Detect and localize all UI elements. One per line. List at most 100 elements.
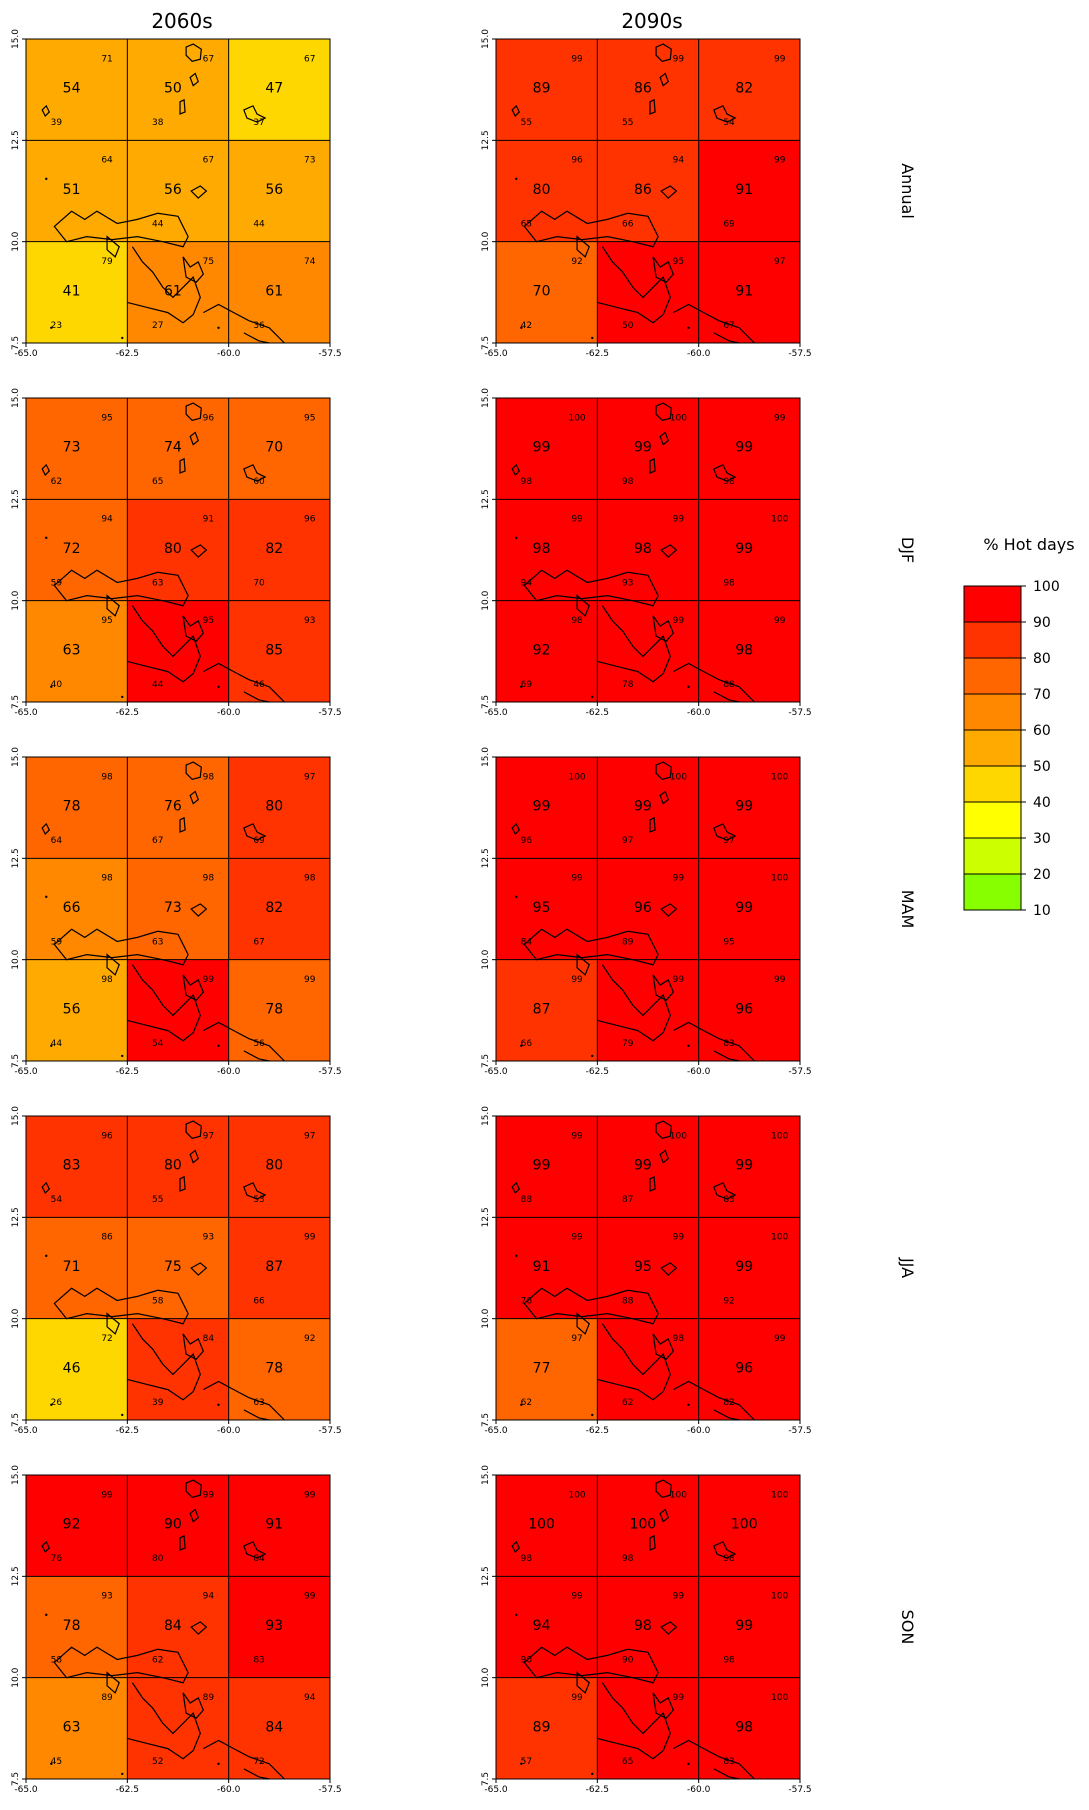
cell-low-label: 38 [152,118,164,128]
y-tick-label: 15.0 [481,1106,491,1126]
cell-low-label: 45 [51,1757,62,1767]
cell-high-label: 100 [771,1693,788,1703]
coastline [41,1120,285,1421]
grid-cell [496,1116,598,1218]
coast-outline [673,1739,755,1780]
y-tick-label: 10.0 [11,1308,21,1328]
grid-cell [26,959,128,1061]
cell-median-label: 82 [265,541,283,557]
island-outline [655,1120,672,1139]
map-panel-2060s-jja: 83 96 54 80 97 55 80 97 53 71 86 75 93 58 87 99 66 46 72 26… [11,1106,342,1436]
cell-median-label: 80 [265,799,283,815]
map-frame [495,1115,801,1421]
cell-low-label: 50 [622,321,634,331]
map-frame [495,1474,801,1780]
cell-median-label: 72 [63,541,81,557]
island-outline [660,1262,678,1276]
cell-high-label: 99 [673,54,685,64]
y-tick-label: 12.5 [11,1207,21,1227]
island-outline [659,790,669,805]
grid-cell [228,499,330,601]
cell-median-label: 73 [63,440,81,456]
grid-cell [597,140,699,242]
legend-swatch [963,585,1022,623]
grid-cell [597,1576,699,1678]
cell-low-label: 23 [51,321,62,331]
y-tick-label: 10.0 [481,949,491,969]
islet [121,695,124,699]
cell-high-label: 100 [771,874,788,884]
cell-median-label: 99 [634,1158,652,1174]
grid-cell [26,499,128,601]
y-tick-label: 15.0 [11,1106,21,1126]
grid-cell [26,39,128,141]
grid-cell [26,1116,128,1218]
coast-outline [523,210,659,248]
y-tick-label: 15.0 [11,29,21,49]
cell-high-label: 100 [771,1592,788,1602]
grid-cell [698,1576,800,1678]
island-outline [655,1479,672,1498]
cell-high-label: 99 [774,1334,786,1344]
y-tick-label: 7.5 [11,336,21,350]
x-tick-label: -60.0 [687,1426,711,1436]
y-tick-label: 12.5 [11,1566,21,1586]
grid-cell [26,858,128,960]
x-tick-label: -65.0 [14,1067,38,1077]
cell-low-label: 62 [622,1398,633,1408]
cell-low-label: 65 [622,1757,633,1767]
grid-cell [127,39,229,141]
grid-cell [496,1475,598,1577]
cell-low-label: 63 [152,578,163,588]
legend-level-label: 10 [1033,903,1051,919]
coastline [511,1120,755,1421]
grid-cell [228,1677,330,1779]
coast-outline [713,1409,740,1421]
cell-high-label: 93 [203,1233,214,1243]
coast-outline [106,1671,120,1694]
island-outline [713,1541,737,1559]
grid-cell [26,241,128,343]
cell-median-label: 76 [164,799,182,815]
cell-high-label: 95 [203,616,214,626]
cell-high-label: 67 [203,156,214,166]
grid-cell [228,1116,330,1218]
cell-median-label: 85 [265,642,283,658]
y-tick-label: 7.5 [481,1054,491,1068]
grid-cell [26,140,128,242]
cell-low-label: 83 [723,1039,734,1049]
cell-low-label: 59 [51,937,63,947]
grid-cell [698,140,800,242]
cell-high-label: 97 [203,1131,214,1141]
island-outline [189,1508,199,1523]
cell-high-label: 99 [774,54,786,64]
grid-cell [127,1217,229,1319]
map-panel-2090s-son: 100 100 98 100 100 98 100 100 98 94 99 90 98 99 90 99 10… [481,1465,812,1795]
island-outline [41,104,51,118]
y-tick-label: 15.0 [481,29,491,49]
cell-low-label: 98 [521,477,533,487]
cell-low-label: 95 [723,937,734,947]
cell-median-label: 99 [735,440,753,456]
cell-high-label: 89 [101,1693,113,1703]
islet [591,336,594,340]
cell-high-label: 100 [771,1131,788,1141]
island-outline [511,1181,521,1195]
islet [515,177,518,181]
island-outline [649,1175,656,1192]
cell-low-label: 37 [253,118,264,128]
cell-median-label: 56 [63,1001,81,1017]
cell-median-label: 82 [265,900,283,916]
cell-low-label: 63 [253,1398,264,1408]
grid-cell [127,140,229,242]
cell-median-label: 99 [533,799,551,815]
legend-swatch [963,765,1022,803]
coast-outline [127,964,201,1042]
cell-low-label: 62 [521,1398,532,1408]
x-tick-label: -60.0 [687,349,711,359]
island-outline [189,790,199,805]
cell-median-label: 80 [164,1158,182,1174]
cell-low-label: 90 [521,1655,533,1665]
y-tick-label: 7.5 [481,336,491,350]
island-outline [190,185,208,199]
